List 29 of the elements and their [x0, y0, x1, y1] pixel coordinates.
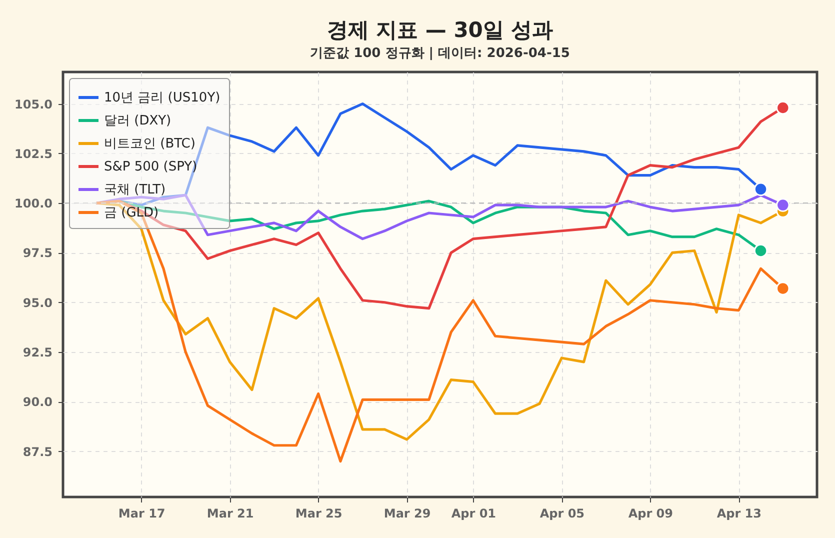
legend-label: 달러 (DXY) — [104, 114, 172, 128]
legend-label: 10년 금리 (US10Y) — [104, 90, 220, 106]
point — [776, 100, 790, 115]
chart-title: 경제 지표 — 30일 성과 — [326, 18, 554, 42]
chart-subtitle: 기준값 100 정규화 | 데이터: 2026-04-15 — [310, 46, 570, 61]
legend-label: S&P 500 (SPY) — [104, 160, 198, 174]
point — [754, 182, 768, 196]
x-tick-label: Apr 09 — [628, 506, 673, 520]
y-tick-label: 105.0 — [14, 97, 52, 112]
y-tick-label: 97.5 — [22, 246, 52, 260]
point — [776, 198, 790, 212]
y-tick-label: 95.0 — [22, 296, 52, 310]
y-tick-label: 87.5 — [22, 444, 52, 459]
x-tick-label: Mar 21 — [206, 506, 254, 520]
y-tick-label: 100.0 — [14, 196, 52, 211]
legend-label: 국채 (TLT) — [104, 182, 166, 198]
point — [754, 244, 768, 258]
x-tick-label: Apr 05 — [540, 506, 585, 520]
x-tick-label: Apr 01 — [451, 506, 496, 520]
x-tick-label: Mar 25 — [295, 506, 342, 520]
x-tick-label: Mar 17 — [118, 506, 166, 520]
y-tick-label: 92.5 — [22, 346, 52, 360]
x-tick-label: Mar 29 — [384, 506, 431, 520]
legend-label: 비트코인 (BTC) — [104, 136, 196, 152]
x-tick-label: Apr 13 — [716, 506, 762, 520]
y-tick-label: 102.5 — [14, 146, 52, 161]
point — [776, 282, 790, 296]
y-tick-label: 90.0 — [22, 395, 52, 410]
legend-label: 금 (GLD) — [104, 206, 159, 220]
